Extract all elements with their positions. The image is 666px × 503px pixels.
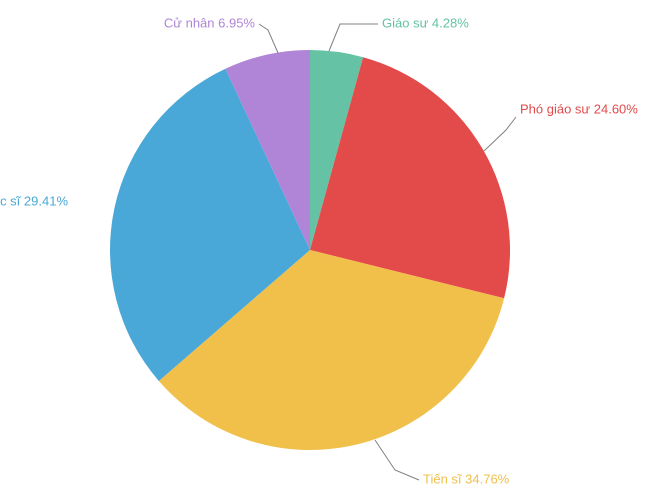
chart-svg: Giáo sư 4.28% Phó giáo sư 24.60% Tiến sĩ 3…	[0, 0, 666, 503]
pie-chart: Giáo sư 4.28% Phó giáo sư 24.60% Tiến sĩ 3…	[0, 0, 666, 503]
slice-label: Tiến sĩ 34.76%	[423, 471, 510, 486]
slice-label: Cử nhân 6.95%	[164, 15, 256, 30]
slice-label: Thạc sĩ 29.41%	[0, 193, 68, 208]
slice-label: Giáo sư 4.28%	[382, 15, 469, 30]
slice-label: Phó giáo sư 24.60%	[520, 101, 638, 116]
